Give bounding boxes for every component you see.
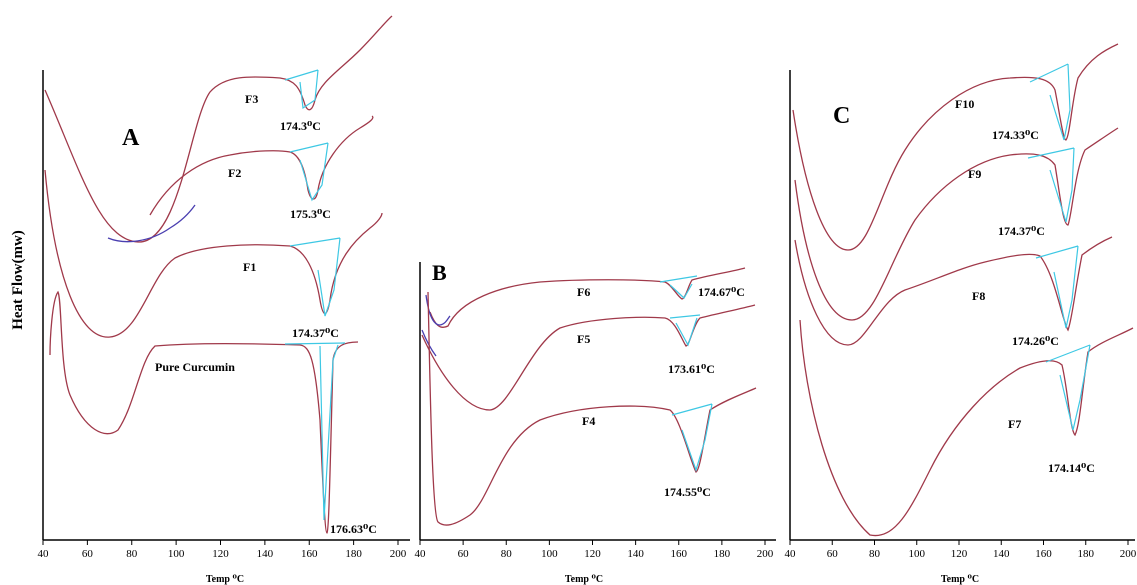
panel-b: 40 60 80 100 120 140 160 180 200 B Temp ⁰C F6 17… [415, 260, 776, 585]
series-f9-curve [794, 127, 1119, 321]
series-f8-name: F8 [972, 289, 985, 303]
series-f1-name: F1 [243, 260, 256, 274]
series-pure-curcumin-peak-label: 176.63⁰C [330, 522, 377, 536]
series-f5-onset-segment [421, 329, 437, 357]
panel-b-tick-label-160: 160 [671, 548, 688, 560]
panel-b-x-axis-label: Temp ⁰C [565, 574, 603, 585]
panel-a-x-ticks: 40 60 80 100 120 140 160 180 200 [38, 540, 407, 560]
panel-a-label: A [122, 125, 140, 151]
series-f1-peak-label: 174.37⁰C [292, 326, 339, 340]
series-f9-name: F9 [968, 167, 981, 181]
series-f3-curve [44, 15, 393, 243]
y-axis-label: Heat Flow(mw) [10, 230, 26, 330]
series-f2-baseline-segment [107, 204, 196, 243]
series-f2-peak-label: 175.3⁰C [290, 207, 331, 221]
series-pure-curcumin-curve [49, 290, 359, 534]
panel-c-tick-label-180: 180 [1078, 548, 1095, 560]
panel-c-x-ticks: 40 60 80 100 120 140 160 180 200 [785, 540, 1137, 560]
series-f10-peak-label: 174.33⁰C [992, 128, 1039, 142]
series-f6-name: F6 [577, 285, 590, 299]
series-f3-peak-label: 174.3⁰C [280, 119, 321, 133]
panel-c: 40 60 80 100 120 140 160 180 200 C Temp ⁰C F10 1… [785, 43, 1137, 585]
panel-a-tick-label-80: 80 [126, 548, 138, 560]
panel-c-tick-label-140: 140 [993, 548, 1010, 560]
panel-b-label: B [432, 260, 447, 285]
panel-b-tick-label-140: 140 [627, 548, 644, 560]
panel-a-tick-label-200: 200 [390, 548, 407, 560]
panel-c-tick-label-60: 60 [827, 548, 839, 560]
series-f3-tangent [284, 69, 319, 110]
panel-a-tick-label-180: 180 [345, 548, 362, 560]
series-f3-name: F3 [245, 92, 258, 106]
series-f2-name: F2 [228, 166, 241, 180]
series-f8-peak-label: 174.26⁰C [1012, 334, 1059, 348]
series-f4-name: F4 [582, 414, 595, 428]
panel-c-tick-label-80: 80 [869, 548, 881, 560]
panel-a-tick-label-100: 100 [168, 548, 185, 560]
panel-c-tick-label-100: 100 [909, 548, 926, 560]
series-pure-curcumin-tangent [284, 342, 346, 521]
series-f6-peak-label: 174.67⁰C [698, 285, 745, 299]
series-f10-name: F10 [955, 97, 974, 111]
series-f6-onset-segment [425, 294, 451, 326]
series-pure-curcumin-name: Pure Curcumin [155, 360, 235, 374]
panel-b-tick-label-180: 180 [714, 548, 731, 560]
series-f4-peak-label: 174.55⁰C [664, 485, 711, 499]
panel-b-tick-label-80: 80 [501, 548, 513, 560]
series-f7-tangent [1045, 344, 1091, 431]
series-f5-curve [421, 304, 756, 411]
series-f1-tangent [289, 237, 341, 317]
panel-c-tick-label-120: 120 [951, 548, 968, 560]
panel-c-tick-label-160: 160 [1035, 548, 1052, 560]
panel-a-tick-label-40: 40 [38, 548, 50, 560]
panel-b-tick-label-200: 200 [757, 548, 774, 560]
series-f8-curve [794, 236, 1113, 346]
panel-b-tick-label-120: 120 [584, 548, 601, 560]
panel-a-x-axis-label: Temp ⁰C [206, 574, 244, 585]
series-f10-curve [792, 43, 1119, 251]
series-f7-curve [799, 319, 1134, 537]
series-f7-peak-label: 174.14⁰C [1048, 461, 1095, 475]
panel-b-x-ticks: 40 60 80 100 120 140 160 180 200 [415, 540, 774, 560]
series-f10-tangent [1029, 63, 1071, 141]
panel-c-tick-label-40: 40 [785, 548, 797, 560]
panel-a-tick-label-60: 60 [82, 548, 94, 560]
panel-a-tick-label-140: 140 [257, 548, 274, 560]
series-f6-tangent [659, 275, 698, 299]
panel-c-x-axis-label: Temp ⁰C [941, 574, 979, 585]
panel-b-tick-label-100: 100 [541, 548, 558, 560]
series-f5-name: F5 [577, 332, 590, 346]
panel-b-tick-label-60: 60 [458, 548, 470, 560]
series-f5-tangent [669, 314, 701, 347]
series-f5-peak-label: 173.61⁰C [668, 362, 715, 376]
series-f1-curve [44, 169, 383, 338]
panel-b-tick-label-40: 40 [415, 548, 427, 560]
series-f4-tangent [671, 403, 713, 472]
series-f9-peak-label: 174.37⁰C [998, 224, 1045, 238]
panel-c-label: C [833, 103, 850, 129]
series-f8-tangent [1035, 245, 1079, 329]
panel-c-tick-label-200: 200 [1120, 548, 1137, 560]
panel-a-tick-label-120: 120 [212, 548, 229, 560]
panel-a: 40 60 80 100 120 140 160 180 200 A Temp ⁰C F3 17… [38, 15, 410, 585]
series-f2-tangent [289, 142, 329, 202]
series-f2-curve [149, 115, 374, 216]
series-f9-tangent [1027, 147, 1075, 223]
series-f6-curve [429, 267, 746, 328]
panel-a-tick-label-160: 160 [301, 548, 318, 560]
series-f7-name: F7 [1008, 417, 1021, 431]
